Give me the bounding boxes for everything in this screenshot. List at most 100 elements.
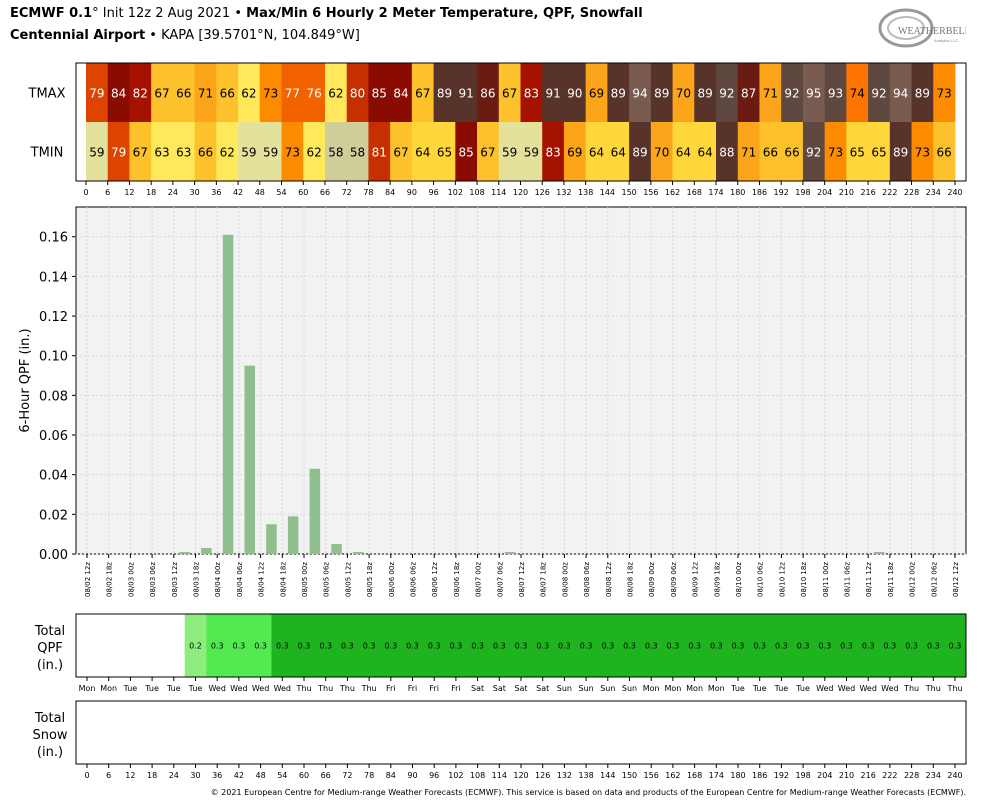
x-tick-label: 08/07 00z [475, 562, 483, 597]
temp-cell [194, 63, 217, 122]
x-tick-label: 08/03 12z [171, 562, 179, 597]
hour-tick-label: 180 [730, 188, 745, 197]
temp-value: 66 [198, 146, 213, 160]
hour-tick-label: 186 [752, 188, 767, 197]
temp-cell [737, 122, 760, 181]
day-tick-label: Sat [493, 684, 506, 693]
temp-value: 89 [654, 87, 669, 101]
day-tick-label: Wed [816, 684, 833, 693]
temp-value: 67 [393, 146, 408, 160]
total-qpf-value: 0.3 [688, 642, 701, 651]
day-tick-label: Sun [557, 684, 572, 693]
qpf-bar [244, 365, 256, 554]
x-tick-label: 08/04 18z [279, 562, 287, 597]
total-qpf-cell [879, 614, 902, 677]
snow-hour-tick-label: 54 [277, 771, 287, 780]
total-qpf-value: 0.3 [558, 642, 571, 651]
total-qpf-cell [835, 614, 858, 677]
snow-hour-tick-label: 48 [256, 771, 266, 780]
total-qpf-cell [553, 614, 576, 677]
temp-value: 92 [719, 87, 734, 101]
hour-tick-label: 102 [448, 188, 463, 197]
temp-cell [411, 122, 434, 181]
temp-cell [172, 63, 196, 122]
x-tick-label: 08/08 00z [561, 562, 569, 597]
qpf-bar [287, 516, 299, 554]
y-tick-label: 0.16 [39, 231, 68, 246]
temp-cell [933, 122, 956, 181]
temp-value: 59 [524, 146, 539, 160]
day-tick-label: Mon [79, 684, 96, 693]
hour-tick-label: 18 [146, 188, 156, 197]
y-tick-label: 0.04 [39, 469, 68, 484]
temp-value: 79 [111, 146, 126, 160]
temp-value: 67 [502, 87, 517, 101]
temp-value: 65 [871, 146, 886, 160]
total-qpf-cell [596, 614, 620, 677]
total-qpf-value: 0.3 [319, 642, 332, 651]
total-qpf-value: 0.3 [927, 642, 940, 651]
temp-value: 90 [567, 87, 582, 101]
x-tick-label: 08/04 00z [214, 562, 222, 597]
total-qpf-cell [531, 614, 555, 677]
snow-hour-tick-label: 204 [817, 771, 832, 780]
total-qpf-value: 0.3 [406, 642, 419, 651]
day-tick-label: Fri [429, 684, 439, 693]
total-qpf-value: 0.3 [710, 642, 723, 651]
total-qpf-cell [575, 614, 598, 677]
snow-hour-tick-label: 162 [665, 771, 680, 780]
snow-hour-tick-label: 168 [687, 771, 702, 780]
temp-cell [303, 63, 326, 122]
snow-hour-tick-label: 42 [234, 771, 244, 780]
hour-tick-label: 30 [190, 188, 200, 197]
x-tick-label: 08/09 00z [648, 562, 656, 597]
temp-value: 94 [632, 87, 647, 101]
snow-hour-tick-label: 120 [513, 771, 528, 780]
total-qpf-label: Total [34, 624, 65, 639]
temp-value: 64 [676, 146, 691, 160]
qpf-bar [266, 524, 277, 554]
snow-hour-tick-label: 150 [622, 771, 637, 780]
temp-value: 84 [393, 87, 408, 101]
x-tick-label: 08/08 12z [605, 562, 613, 597]
x-tick-label: 08/03 06z [149, 562, 157, 597]
total-qpf-value: 0.3 [363, 642, 376, 651]
x-tick-label: 08/06 00z [388, 562, 396, 597]
total-qpf-value: 0.3 [645, 642, 658, 651]
temp-value: 58 [328, 146, 343, 160]
temp-value: 67 [133, 146, 148, 160]
day-tick-label: Mon [708, 684, 725, 693]
temp-value: 92 [871, 87, 886, 101]
temp-value: 83 [524, 87, 539, 101]
day-tick-label: Wed [881, 684, 898, 693]
temp-cell [868, 63, 891, 122]
temp-cell [824, 122, 847, 181]
y-tick-label: 0.06 [39, 429, 68, 444]
temp-value: 89 [698, 87, 713, 101]
temp-cell [303, 122, 326, 181]
x-tick-label: 08/04 12z [258, 562, 266, 597]
temp-cell [802, 122, 826, 181]
x-tick-label: 08/11 12z [865, 562, 873, 597]
temp-cell [216, 122, 239, 181]
temp-value: 64 [589, 146, 604, 160]
hour-tick-label: 162 [665, 188, 680, 197]
temp-cell [911, 63, 934, 122]
hour-tick-label: 12 [124, 188, 134, 197]
snow-hour-tick-label: 30 [190, 771, 200, 780]
total-snow-label: (in.) [37, 745, 63, 760]
total-qpf-cell [640, 614, 663, 677]
total-qpf-value: 0.3 [667, 642, 680, 651]
hour-tick-label: 114 [491, 188, 506, 197]
total-qpf-cell [379, 614, 403, 677]
snow-hour-tick-label: 72 [342, 771, 352, 780]
day-tick-label: Tue [774, 684, 789, 693]
temp-value: 85 [459, 146, 474, 160]
logo-subtext: Analytics LLC [934, 38, 959, 43]
temp-value: 66 [763, 146, 778, 160]
temp-value: 64 [698, 146, 713, 160]
x-tick-label: 08/06 18z [453, 562, 461, 597]
day-tick-label: Thu [903, 684, 919, 693]
total-qpf-value: 0.3 [601, 642, 614, 651]
